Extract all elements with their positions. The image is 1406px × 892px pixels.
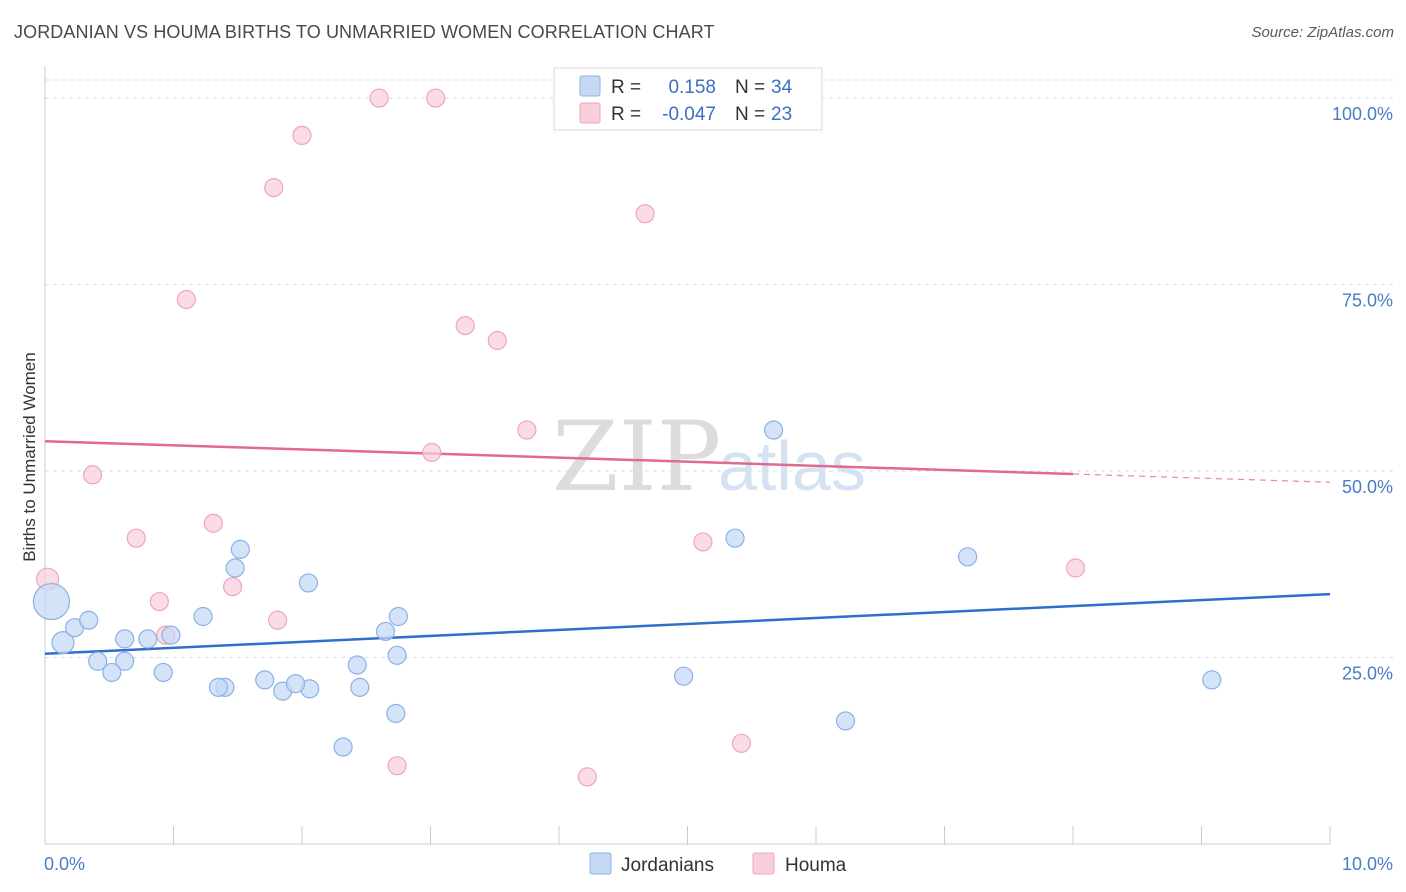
- jordanian-point: [347, 655, 367, 675]
- jordanian-point: [193, 606, 213, 627]
- jordanian-point: [138, 629, 158, 649]
- jordanian-point: [255, 670, 275, 690]
- houma-point: [264, 178, 284, 198]
- jordanian-point: [333, 737, 353, 757]
- legend-r-label: R =: [611, 104, 641, 125]
- jordanian-point: [88, 651, 108, 671]
- jordanian-point: [230, 539, 250, 559]
- houma-point: [487, 330, 507, 351]
- x-tick-label: 10.0%: [1342, 854, 1393, 874]
- legend-label-jordanians: Jordanians: [621, 855, 714, 876]
- axes: [44, 66, 1331, 845]
- watermark-zip: ZIP: [552, 401, 721, 513]
- jordanian-point: [115, 629, 135, 649]
- x-tick-labels: 0.0% 10.0%: [44, 854, 1393, 874]
- y-tick-label: 50.0%: [1342, 477, 1393, 497]
- houma-points: [35, 88, 1086, 787]
- houma-point: [693, 532, 713, 552]
- jordanian-point: [350, 677, 370, 697]
- houma-point: [1065, 558, 1086, 578]
- jordanian-points: [32, 420, 1222, 757]
- legend-n-label: N =: [735, 104, 765, 125]
- houma-point: [82, 465, 103, 485]
- houma-point: [203, 513, 223, 533]
- houma-point: [292, 125, 312, 146]
- chart-title: JORDANIAN VS HOUMA BIRTHS TO UNMARRIED W…: [14, 22, 715, 42]
- houma-point: [422, 442, 442, 463]
- legend-swatch-houma: [579, 102, 601, 124]
- series-legend: Jordanians Houma: [589, 852, 847, 876]
- jordanian-point: [153, 662, 173, 683]
- grid-lines: [45, 79, 1394, 659]
- houma-point: [387, 756, 407, 776]
- trend-line-houma: [44, 439, 1074, 476]
- x-tick-label: 0.0%: [44, 854, 85, 874]
- jordanian-point: [725, 528, 745, 548]
- legend-n-label: N =: [735, 77, 765, 98]
- legend-label-houma: Houma: [785, 855, 847, 876]
- source-label: Source: ZipAtlas.com: [1251, 24, 1394, 41]
- houma-point: [635, 204, 655, 224]
- trend-line-jordanians: [44, 592, 1331, 656]
- jordanian-point: [285, 674, 306, 694]
- y-tick-label: 100.0%: [1332, 104, 1393, 124]
- houma-point: [577, 767, 597, 787]
- y-tick-labels: 25.0% 50.0% 75.0% 100.0%: [1332, 104, 1393, 683]
- houma-point: [731, 733, 752, 753]
- legend-r-value: 0.158: [668, 77, 716, 98]
- jordanian-point: [32, 582, 71, 621]
- jordanian-point: [763, 420, 784, 440]
- legend-swatch-jordanians: [579, 75, 601, 97]
- y-tick-label: 25.0%: [1342, 664, 1393, 684]
- trend-lines: [44, 439, 1331, 656]
- jordanian-point: [102, 662, 122, 683]
- houma-point: [426, 88, 446, 108]
- houma-point: [455, 316, 475, 336]
- jordanian-point: [298, 573, 319, 593]
- legend-r-value: -0.047: [662, 104, 716, 125]
- jordanian-point: [51, 631, 75, 655]
- jordanian-point: [674, 666, 694, 686]
- stats-legend: R = 0.158 N = 34 R = -0.047 N = 23: [553, 67, 823, 131]
- jordanian-point: [115, 651, 135, 671]
- jordanian-point: [208, 677, 229, 697]
- jordanian-point: [387, 645, 407, 665]
- legend-swatch-jordanians: [589, 852, 612, 875]
- houma-point: [223, 577, 243, 597]
- houma-point: [176, 289, 196, 310]
- jordanian-point: [225, 558, 245, 578]
- legend-n-value: 23: [771, 104, 792, 125]
- houma-point: [517, 420, 537, 440]
- houma-point: [149, 591, 169, 612]
- y-axis-label: Births to Unmarried Women: [20, 352, 39, 561]
- houma-point: [369, 88, 389, 108]
- legend-r-label: R =: [611, 77, 641, 98]
- jordanian-point: [375, 621, 396, 642]
- jordanian-point: [835, 711, 856, 731]
- legend-swatch-houma: [752, 852, 775, 875]
- houma-point: [267, 610, 288, 630]
- jordanian-point: [388, 606, 408, 627]
- jordanian-point: [161, 625, 181, 645]
- jordanian-point: [1202, 670, 1222, 690]
- trend-line-extension-houma: [1072, 473, 1331, 483]
- y-tick-label: 75.0%: [1342, 291, 1393, 311]
- houma-point: [126, 528, 146, 548]
- jordanian-point: [79, 610, 99, 630]
- jordanian-point: [958, 547, 978, 567]
- legend-n-value: 34: [771, 77, 793, 98]
- jordanian-point: [386, 703, 406, 724]
